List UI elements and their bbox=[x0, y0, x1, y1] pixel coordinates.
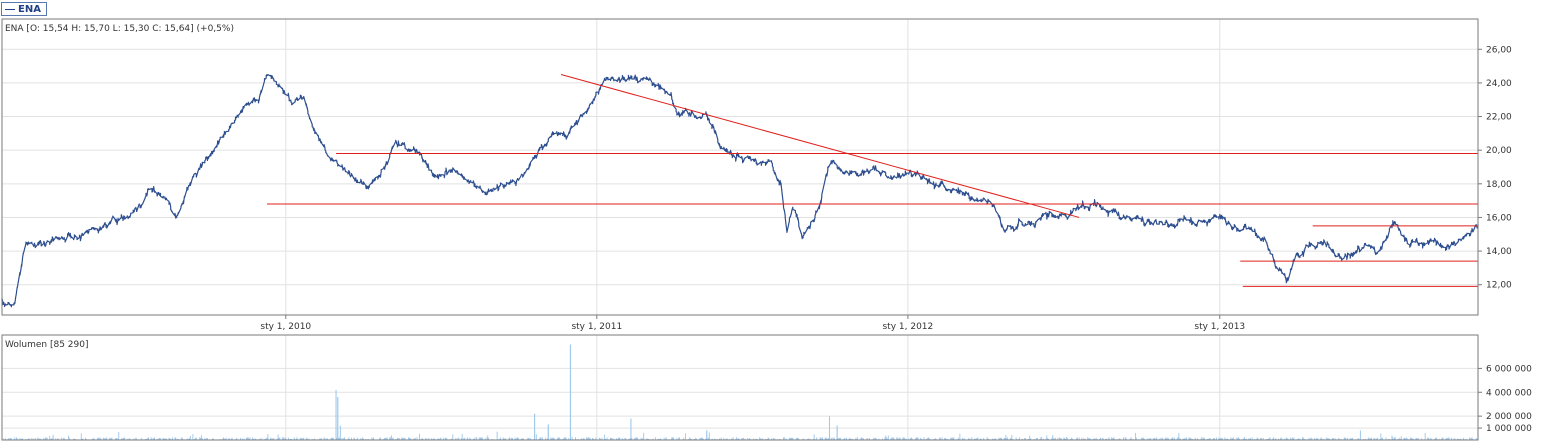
y-tick-label: 20,00 bbox=[1486, 146, 1512, 156]
y-tick-label: 24,00 bbox=[1486, 79, 1512, 89]
y-tick-label: 12,00 bbox=[1486, 281, 1512, 291]
price-legend: ENA [O: 15,54 H: 15,70 L: 15,30 C: 15,64… bbox=[5, 24, 234, 34]
volume-panel-frame bbox=[1, 334, 1479, 441]
trend-line bbox=[560, 74, 1080, 218]
volume-tick-label: 2 000 000 bbox=[1486, 412, 1532, 422]
ticker-tab-label: ENA bbox=[18, 4, 41, 15]
y-tick-label: 26,00 bbox=[1486, 45, 1512, 55]
y-tick-label: 14,00 bbox=[1486, 247, 1512, 257]
x-tick-label: sty 1, 2013 bbox=[1194, 322, 1245, 332]
price-line-layer bbox=[1, 73, 1479, 308]
volume-legend: Wolumen [85 290] bbox=[5, 340, 88, 350]
price-series-line bbox=[1, 73, 1479, 308]
x-tick-label: sty 1, 2011 bbox=[571, 322, 622, 332]
y-tick-label: 18,00 bbox=[1486, 180, 1512, 190]
volume-tick-label: 6 000 000 bbox=[1486, 364, 1532, 374]
y-tick-label: 16,00 bbox=[1486, 213, 1512, 223]
price-panel-frame bbox=[1, 18, 1479, 316]
annotation-lines bbox=[267, 74, 1478, 287]
tick-labels: 12,00 14,00 16,00 18,00 20,00 22,00 24,00 26,00… bbox=[260, 45, 1532, 434]
x-tick-label: sty 1, 2012 bbox=[882, 322, 933, 332]
x-tick-label: sty 1, 2010 bbox=[260, 322, 311, 332]
panel-frames bbox=[1, 18, 1479, 441]
volume-tick-label: 4 000 000 bbox=[1486, 388, 1532, 398]
volume-tick-label: 1 000 000 bbox=[1486, 424, 1532, 434]
ticker-tab[interactable]: ENA bbox=[1, 2, 47, 16]
y-tick-label: 22,00 bbox=[1486, 113, 1512, 123]
series-swatch bbox=[5, 8, 15, 10]
grid-layer bbox=[2, 19, 1482, 440]
